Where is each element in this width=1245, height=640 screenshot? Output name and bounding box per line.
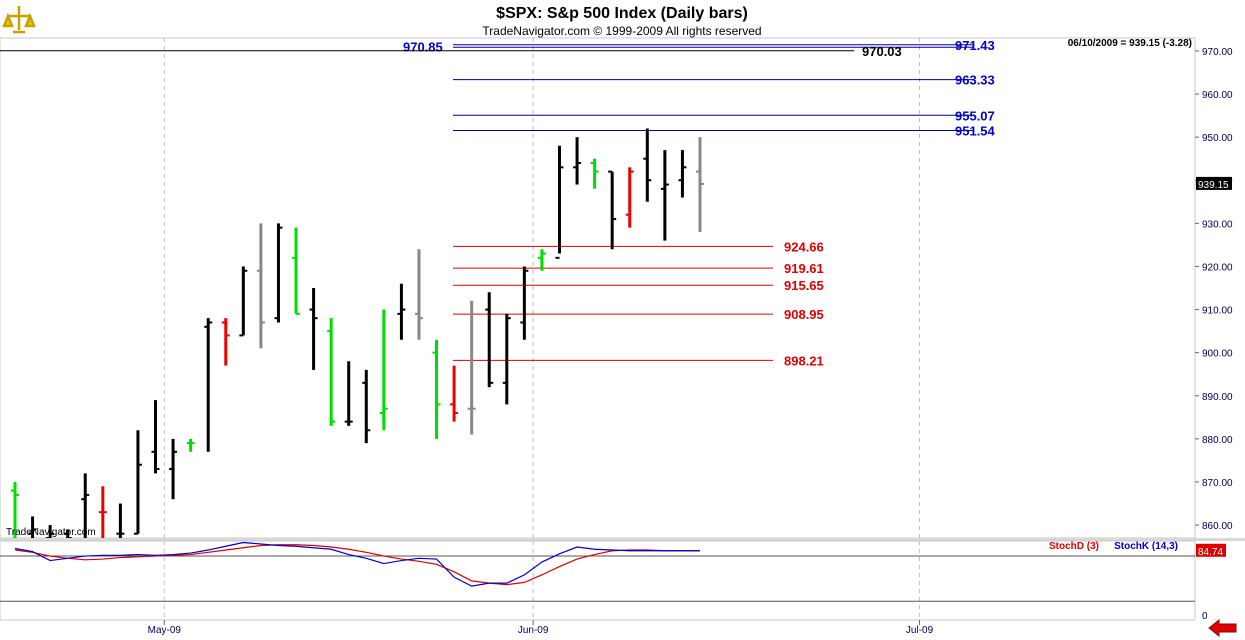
ohlc-bar — [186, 438, 195, 452]
annotation-label: 970.85 — [403, 39, 443, 54]
stoch-series-line-d — [14, 544, 700, 586]
support-label: 908.95 — [784, 307, 824, 322]
x-axis — [0, 620, 1245, 640]
ohlc-bar — [116, 503, 125, 538]
ohlc-bar — [485, 292, 494, 388]
stoch-y-tick-label: 0 — [1202, 611, 1208, 622]
stoch-series-line-k — [14, 541, 700, 587]
left-arrow-icon — [1208, 618, 1237, 638]
y-tick-label: 970.00 — [1202, 47, 1233, 58]
y-tick-label: 960.00 — [1202, 90, 1233, 101]
chart-title: $SPX: S&p 500 Index (Daily bars) — [496, 5, 748, 22]
resistance-label: 971.43 — [955, 38, 995, 53]
y-tick-label: 860.00 — [1202, 521, 1233, 532]
resistance-label: 955.07 — [955, 108, 995, 123]
panel-separator[interactable] — [0, 538, 1245, 541]
stoch-value-label: 84.74 — [1198, 547, 1223, 558]
ohlc-bar — [169, 438, 178, 500]
support-label: 915.65 — [784, 278, 824, 293]
ohlc-bar — [450, 365, 459, 422]
ohlc-bar — [344, 361, 353, 426]
ohlc-bar — [327, 318, 336, 426]
y-tick-label: 950.00 — [1202, 133, 1233, 144]
ohlc-bar — [660, 150, 669, 241]
ohlc-bar — [555, 145, 564, 259]
legend-stochd: StochD (3) — [1049, 541, 1099, 552]
stochastic-panel — [0, 540, 1196, 621]
support-label: 924.66 — [784, 239, 824, 254]
y-tick-label: 890.00 — [1202, 392, 1233, 403]
ohlc-bar — [625, 167, 634, 228]
scroll-left-button[interactable] — [1208, 618, 1237, 638]
ohlc-bar — [11, 481, 19, 538]
ohlc-bar — [678, 150, 687, 198]
resistance-label: 951.54 — [955, 124, 996, 139]
ohlc-bar — [379, 309, 388, 431]
ohlc-bar — [28, 516, 37, 538]
y-tick-label: 900.00 — [1202, 349, 1233, 360]
ohlc-bar — [520, 266, 529, 340]
ohlc-bar — [537, 249, 546, 271]
ohlc-bar — [274, 223, 283, 323]
support-label: 898.21 — [784, 353, 824, 368]
ohlc-bar — [221, 318, 230, 366]
ohlc-bar — [256, 223, 265, 349]
logo-icon[interactable] — [0, 0, 38, 38]
x-tick-label: Jun-09 — [518, 625, 549, 636]
chart-subtitle: TradeNavigator.com © 1999-2009 All right… — [482, 24, 761, 38]
y-tick-label: 930.00 — [1202, 219, 1233, 230]
price-readout: 06/10/2009 = 939.15 (-3.28) — [1068, 38, 1192, 49]
ohlc-bar — [133, 430, 142, 535]
y-tick-label: 880.00 — [1202, 435, 1233, 446]
resistance-label: 963.33 — [955, 73, 995, 88]
ohlc-bar — [467, 300, 476, 435]
ohlc-bar — [98, 486, 107, 538]
y-tick-label: 910.00 — [1202, 306, 1233, 317]
ohlc-bar — [608, 170, 617, 250]
ohlc-bar — [239, 266, 248, 337]
ohlc-bar — [309, 288, 318, 370]
ohlc-bar — [362, 369, 371, 444]
x-tick-label: May-09 — [148, 625, 182, 636]
ohlc-bar — [414, 249, 423, 340]
support-label: 919.61 — [784, 261, 824, 276]
x-tick-label: Jul-09 — [906, 625, 934, 636]
ohlc-bar — [292, 227, 301, 315]
y-tick-label: 920.00 — [1202, 262, 1233, 273]
legend-stochk: StochK (14,3) — [1114, 541, 1178, 552]
watermark: TradeNavigator.com — [6, 527, 96, 538]
ohlc-bar — [573, 137, 582, 185]
ohlc-bar — [81, 473, 90, 538]
ohlc-bar — [643, 128, 652, 202]
ohlc-bar — [397, 283, 406, 340]
y-tick-label: 870.00 — [1202, 478, 1233, 489]
ohlc-bar — [204, 318, 213, 452]
last-price-box — [1196, 176, 1232, 190]
ohlc-bar — [151, 400, 160, 474]
last-price-label: 939.15 — [1198, 180, 1229, 191]
ohlc-bar — [502, 313, 511, 405]
ohlc-bar — [696, 137, 704, 232]
ohlc-bar — [590, 158, 599, 189]
annotation-label: 970.03 — [862, 44, 902, 59]
stoch-value-box — [1196, 543, 1226, 557]
ohlc-bar — [432, 339, 441, 439]
